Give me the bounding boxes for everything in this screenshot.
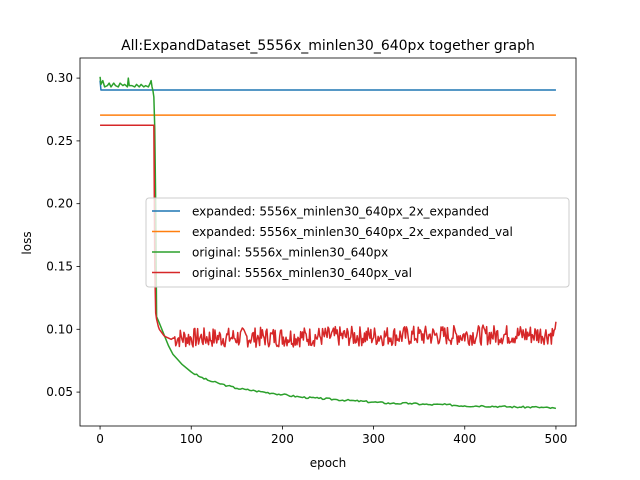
- y-tick-label: 0.20: [46, 197, 73, 211]
- y-tick-label: 0.30: [46, 71, 73, 85]
- x-tick-label: 100: [180, 432, 203, 446]
- x-tick-label: 200: [271, 432, 294, 446]
- series-line-3: [99, 76, 557, 410]
- legend-label-2: expanded: 5556x_minlen30_640px_2x_expand…: [192, 225, 513, 239]
- y-tick-label: 0.05: [46, 385, 73, 399]
- y-tick-label: 0.15: [46, 259, 73, 273]
- x-axis: 0 100 200 300 400 500: [96, 426, 567, 446]
- x-tick-label: 500: [544, 432, 567, 446]
- legend-label-3: original: 5556x_minlen30_640px: [192, 246, 388, 260]
- y-tick-label: 0.10: [46, 322, 73, 336]
- y-tick-label: 0.25: [46, 134, 73, 148]
- y-axis: 0.05 0.10 0.15 0.20 0.25 0.30: [46, 71, 80, 399]
- x-axis-label: epoch: [310, 456, 347, 470]
- legend: expanded: 5556x_minlen30_640px_2x_expand…: [145, 197, 570, 288]
- x-tick-label: 400: [453, 432, 476, 446]
- legend-box: [145, 197, 570, 288]
- series-line-4: [100, 124, 557, 348]
- chart-title: All:ExpandDataset_5556x_minlen30_640px t…: [121, 38, 535, 54]
- plot-area: [79, 57, 577, 427]
- axes-frame: [79, 57, 577, 427]
- x-tick-label: 300: [362, 432, 385, 446]
- legend-label-1: expanded: 5556x_minlen30_640px_2x_expand…: [192, 205, 489, 219]
- legend-label-4: original: 5556x_minlen30_640px_val: [192, 266, 412, 280]
- y-axis-label: loss: [20, 231, 34, 254]
- x-tick-label: 0: [96, 432, 104, 446]
